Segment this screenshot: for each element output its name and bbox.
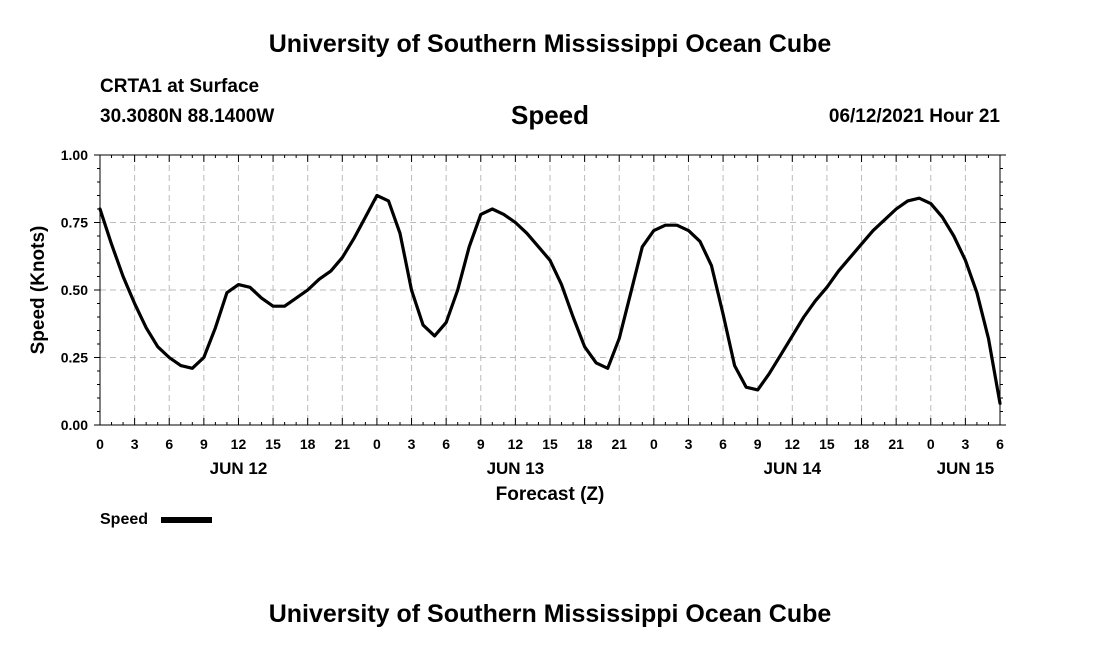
footer-title: University of Southern Mississippi Ocean… <box>268 600 832 628</box>
x-tick-label: 12 <box>231 436 247 452</box>
legend-label: Speed <box>100 511 148 528</box>
y-tick-label: 0.25 <box>61 350 88 366</box>
x-tick-label: 0 <box>373 436 381 452</box>
chart-title: Speed <box>510 100 590 130</box>
series-layer <box>98 193 1002 405</box>
x-tick-label: 9 <box>477 436 485 452</box>
x-tick-label: 21 <box>335 436 351 452</box>
date-label: JUN 12 <box>210 459 268 478</box>
series-line-speed <box>98 193 1002 405</box>
x-tick-label: 3 <box>961 436 969 452</box>
axis-ticks <box>94 154 1006 426</box>
forecast-timestamp: 06/12/2021 Hour 21 <box>828 106 1000 127</box>
x-tick-label: 15 <box>819 436 835 452</box>
x-tick-label: 3 <box>685 436 693 452</box>
station-coordinates: 30.3080N 88.1400W <box>100 106 275 127</box>
x-tick-label: 0 <box>650 436 658 452</box>
x-tick-label: 6 <box>442 436 450 452</box>
x-tick-label: 12 <box>785 436 801 452</box>
date-label: JUN 13 <box>487 459 545 478</box>
x-tick-label: 12 <box>508 436 524 452</box>
y-tick-label: 0.00 <box>61 417 88 433</box>
x-tick-label: 9 <box>200 436 208 452</box>
legend: Speed <box>100 511 212 528</box>
date-label: JUN 14 <box>763 459 821 478</box>
x-tick-label: 3 <box>131 436 139 452</box>
x-tick-label: 18 <box>300 436 316 452</box>
x-tick-label: 9 <box>754 436 762 452</box>
x-tick-label: 18 <box>577 436 593 452</box>
x-tick-label: 0 <box>927 436 935 452</box>
y-tick-label: 1.00 <box>61 147 88 163</box>
x-tick-label: 6 <box>719 436 727 452</box>
x-tick-label: 15 <box>542 436 558 452</box>
date-label: JUN 15 <box>937 459 995 478</box>
page-title: University of Southern Mississippi Ocean… <box>268 30 832 58</box>
x-tick-label: 18 <box>854 436 870 452</box>
y-axis-label: Speed (Knots) <box>28 226 49 355</box>
x-tick-label: 21 <box>888 436 904 452</box>
x-tick-label: 6 <box>165 436 173 452</box>
x-tick-label: 6 <box>996 436 1004 452</box>
axis-labels: 0 3 6 9 12 15 18 21 0 3 6 9 12 15 18 21 0 3 6 9 12 15 18 21 0 3 6 0… <box>61 147 1004 478</box>
y-tick-label: 0.50 <box>61 282 88 298</box>
x-tick-label: 21 <box>611 436 627 452</box>
x-tick-label: 0 <box>96 436 104 452</box>
x-tick-label: 3 <box>408 436 416 452</box>
station-label: CRTA1 at Surface <box>100 76 260 97</box>
x-tick-label: 15 <box>265 436 281 452</box>
x-axis-label: Forecast (Z) <box>496 484 605 505</box>
y-tick-label: 0.75 <box>61 215 88 231</box>
grid <box>100 155 1000 425</box>
